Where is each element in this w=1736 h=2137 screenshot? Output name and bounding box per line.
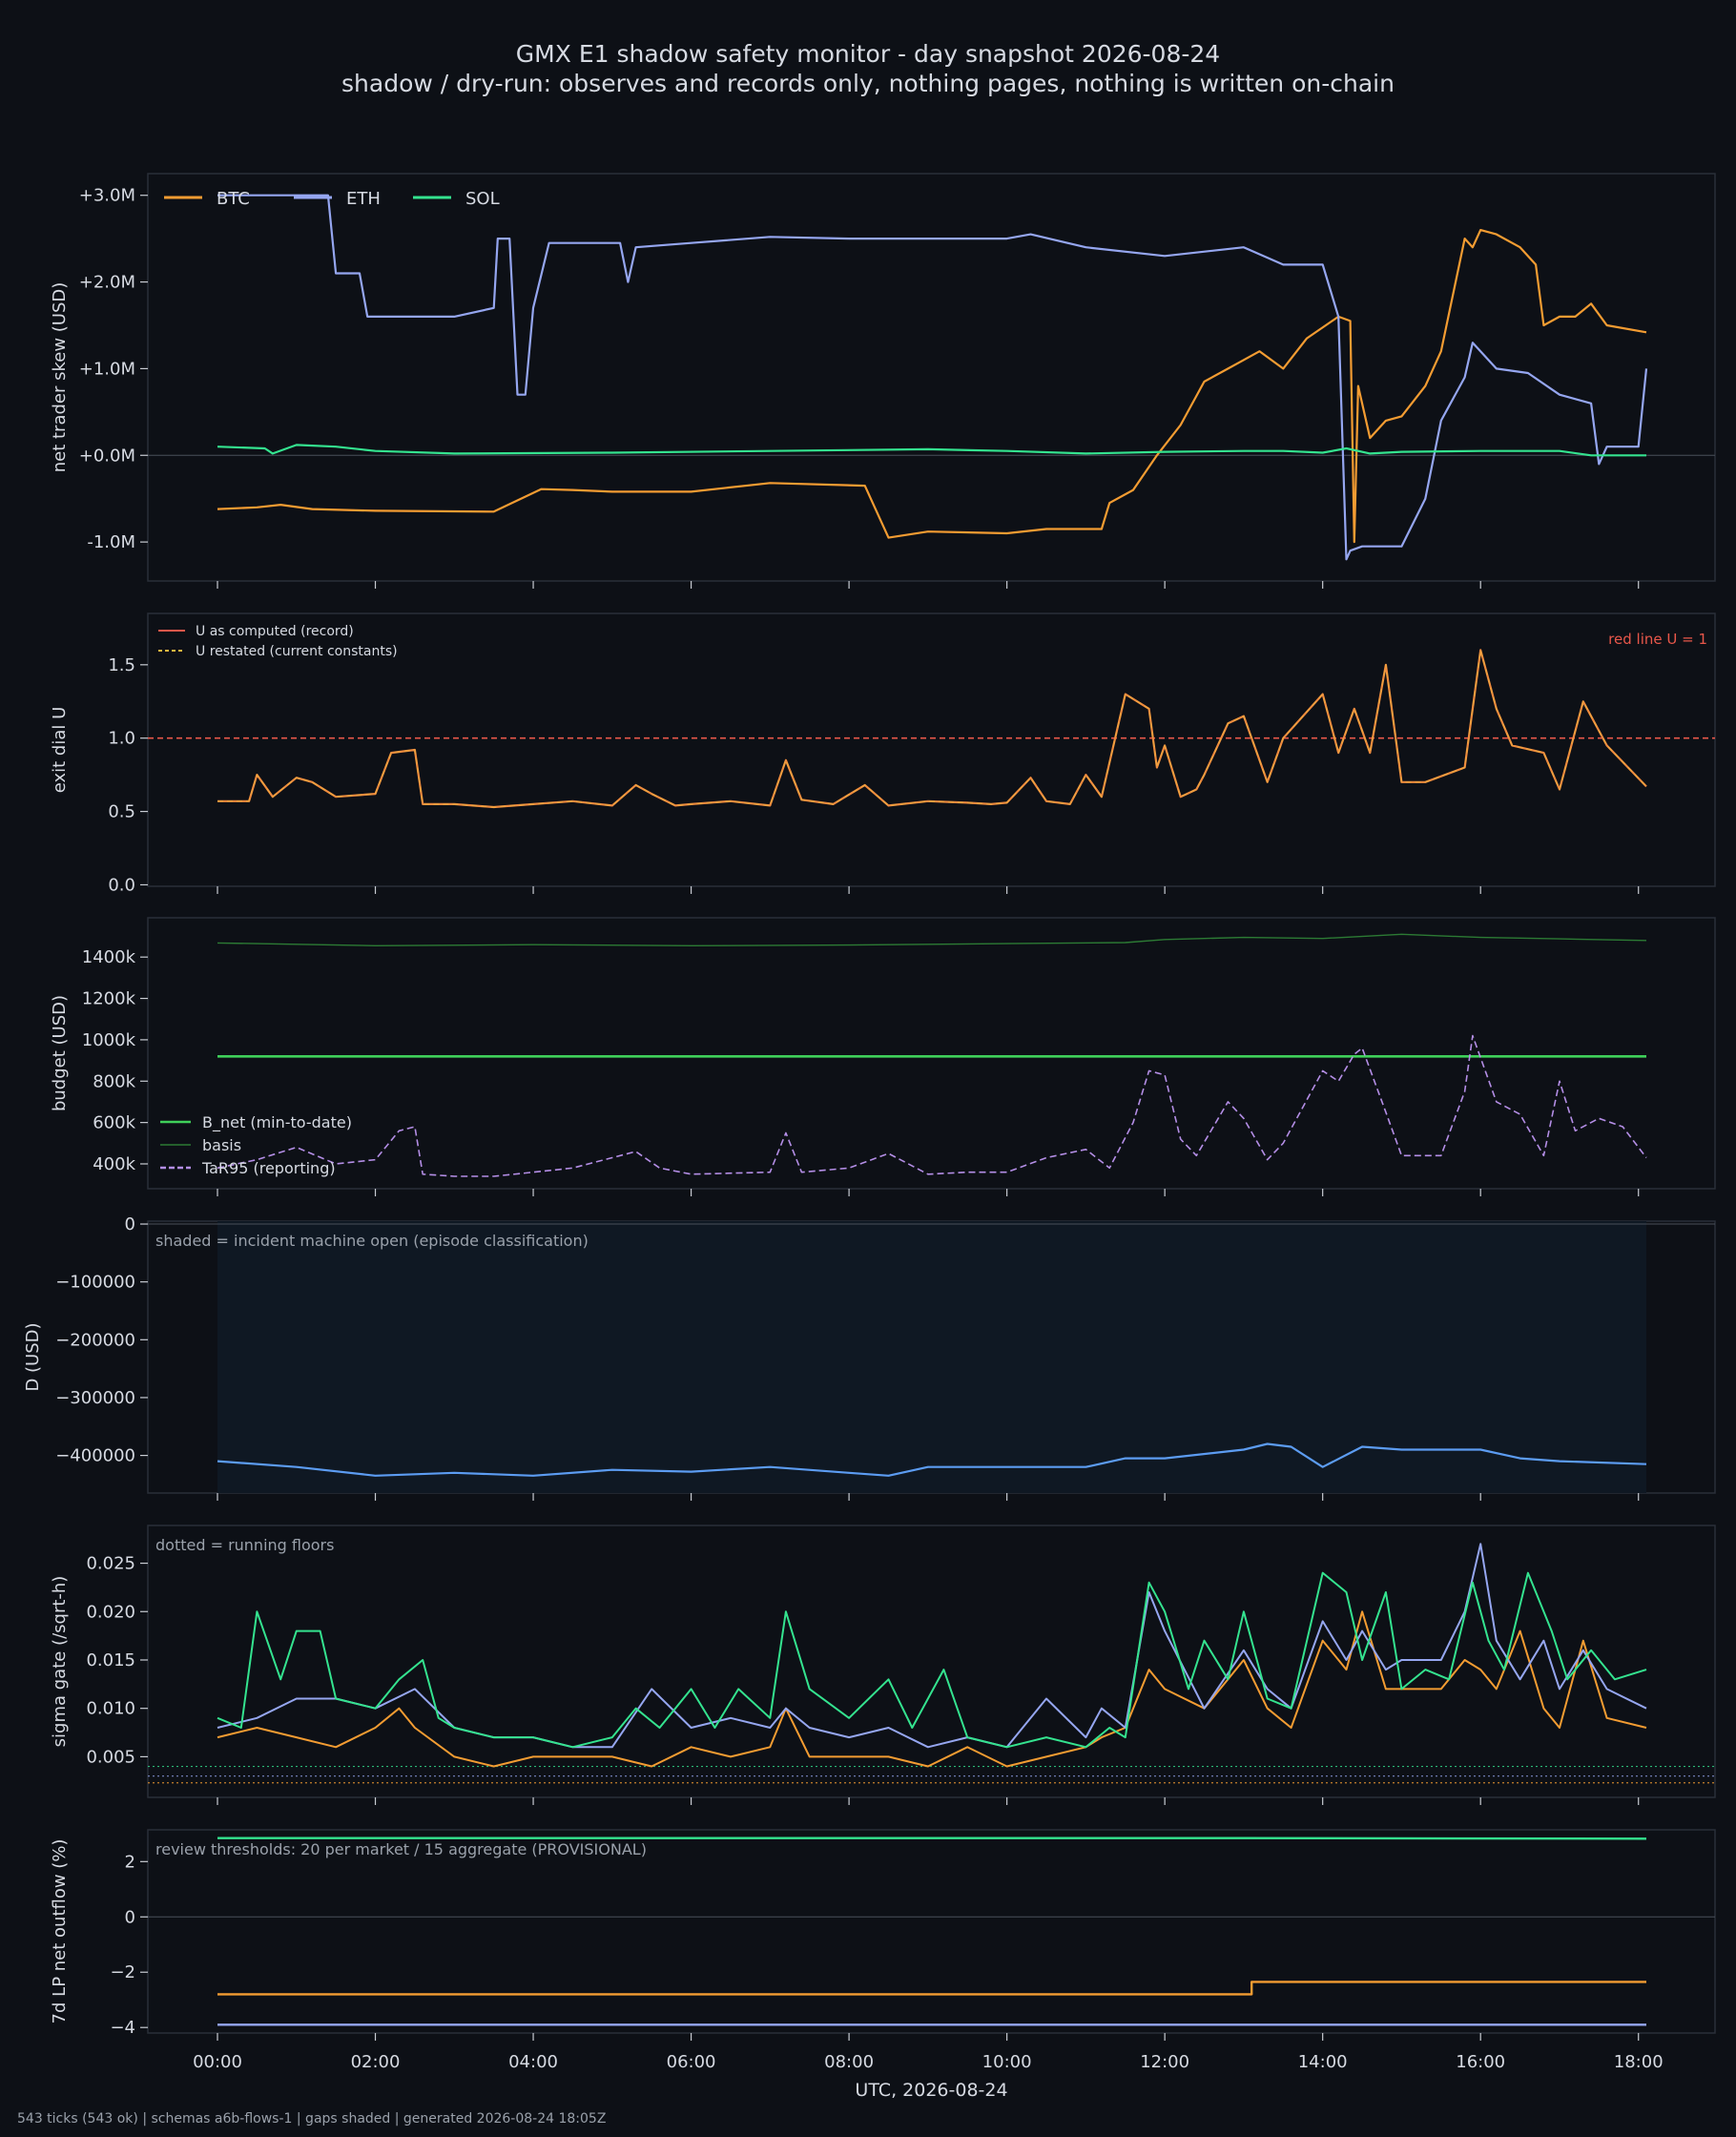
panel-frame <box>147 917 1716 1190</box>
panel-annotation: review thresholds: 20 per market / 15 ag… <box>155 1840 647 1858</box>
series-line-basis <box>217 933 1647 946</box>
y-tick-label: 0.010 <box>86 1699 135 1719</box>
y-tick-label: 0 <box>125 1907 135 1927</box>
series-line-d <box>217 1442 1647 1477</box>
x-tick-label: 06:00 <box>667 2052 716 2072</box>
panel-3: 400k 600k 800k 1000k 1200k 1400k budget (USD) B… <box>50 917 1716 1196</box>
panel-frame <box>147 1525 1716 1798</box>
y-tick-label: +3.0M <box>79 186 135 206</box>
chart-subtitle: shadow / dry-run: observes and records o… <box>341 70 1395 97</box>
y-tick-label: −4 <box>110 2018 135 2038</box>
y-tick-label: 0.020 <box>86 1602 135 1622</box>
y-tick-label: +0.0M <box>79 446 135 466</box>
panel-annotation: shaded = incident machine open (episode … <box>155 1232 589 1250</box>
y-tick-label: 1400k <box>82 947 136 967</box>
y-tick-label: 1200k <box>82 989 136 1009</box>
y-axis-label: budget (USD) <box>50 995 70 1111</box>
y-axis-label: 7d LP net outflow (%) <box>50 1839 70 2024</box>
x-tick-label: 12:00 <box>1140 2052 1189 2072</box>
incident-shade <box>217 1221 1646 1493</box>
series-line-u-as-computed-record- <box>217 649 1647 809</box>
chart-title: GMX E1 shadow safety monitor - day snaps… <box>515 40 1221 68</box>
x-tick-label: 08:00 <box>824 2052 874 2072</box>
y-axis-label: exit dial U <box>50 707 70 794</box>
panel-annotation: dotted = running floors <box>155 1536 334 1554</box>
x-tick-label: 00:00 <box>193 2052 242 2072</box>
y-tick-label: 1000k <box>82 1030 136 1050</box>
y-axis-label: D (USD) <box>23 1322 43 1391</box>
x-tick-label: 10:00 <box>982 2052 1032 2072</box>
x-tick-label: 04:00 <box>508 2052 558 2072</box>
y-tick-label: -1.0M <box>87 532 135 552</box>
x-tick-label: 18:00 <box>1614 2052 1664 2072</box>
footer-status: 543 ticks (543 ok) | schemas a6b-flows-1… <box>17 2111 607 2127</box>
legend-label: TaR95 (reporting) <box>201 1159 336 1177</box>
legend-label: BTC <box>217 189 250 209</box>
y-tick-label: 0.025 <box>86 1554 135 1574</box>
y-tick-label: 2 <box>125 1852 135 1872</box>
series-line-sol <box>217 444 1646 457</box>
y-tick-label: 0 <box>125 1214 135 1234</box>
redline-annotation: red line U = 1 <box>1608 631 1707 648</box>
series-line-eth <box>217 1543 1647 1749</box>
y-tick-label: 0.5 <box>108 802 135 822</box>
x-axis-label: UTC, 2026-08-24 <box>855 2080 1007 2101</box>
y-axis-label: sigma gate (/sqrt-h) <box>50 1576 70 1748</box>
series-line-btc <box>217 229 1647 544</box>
panel-5: 0.005 0.010 0.015 0.020 0.025 sigma gate (/sq… <box>50 1525 1716 1805</box>
y-tick-label: 800k <box>93 1071 135 1091</box>
panel-4: 0 −100000 −200000 −300000 −400000 D (USD) shad… <box>23 1214 1716 1501</box>
panel-frame <box>147 173 1716 582</box>
series-line-tar95-reporting- <box>217 1034 1647 1177</box>
series-line-btc <box>217 1981 1646 1996</box>
panel-1: -1.0M +0.0M +1.0M +2.0M +3.0M net trader skew… <box>50 173 1716 589</box>
y-tick-label: 0.0 <box>108 875 135 895</box>
x-tick-label: 16:00 <box>1456 2052 1505 2072</box>
panel-frame <box>147 1829 1716 2034</box>
panel-frame <box>147 612 1716 887</box>
series-line-eth <box>217 194 1648 561</box>
x-tick-label: 14:00 <box>1298 2052 1348 2072</box>
y-tick-label: −300000 <box>55 1388 135 1408</box>
y-tick-label: −2 <box>110 1962 135 1982</box>
y-tick-label: 600k <box>93 1113 135 1133</box>
y-tick-label: 0.005 <box>86 1747 135 1767</box>
y-tick-label: −100000 <box>55 1273 135 1293</box>
panel-6: −4 −2 0 2 7d LP net outflow (%) review thresh… <box>50 1829 1716 2101</box>
series-line-sol <box>217 1571 1647 1749</box>
series-line-btc <box>217 1610 1647 1768</box>
legend-label: U as computed (record) <box>196 624 354 639</box>
legend-label: basis <box>202 1136 241 1154</box>
y-tick-label: −200000 <box>55 1330 135 1350</box>
legend-label: ETH <box>346 189 381 209</box>
series-line-sol <box>217 1836 1647 1840</box>
y-tick-label: +1.0M <box>79 359 135 379</box>
y-tick-label: 400k <box>93 1154 135 1174</box>
y-tick-label: +2.0M <box>79 273 135 293</box>
legend-label: SOL <box>465 189 500 209</box>
y-axis-label: net trader skew (USD) <box>50 282 70 473</box>
y-tick-label: 1.5 <box>108 655 135 675</box>
x-tick-label: 02:00 <box>351 2052 401 2072</box>
panel-2: 0.0 0.5 1.0 1.5 exit dial U red line U = 1 U a… <box>50 612 1716 895</box>
y-tick-label: 0.015 <box>86 1650 135 1670</box>
series-line-u-restated-current-constants- <box>217 649 1647 808</box>
legend-label: B_net (min-to-date) <box>202 1113 352 1132</box>
legend-label: U restated (current constants) <box>196 644 398 659</box>
y-tick-label: −400000 <box>55 1446 135 1466</box>
y-tick-label: 1.0 <box>108 729 135 749</box>
